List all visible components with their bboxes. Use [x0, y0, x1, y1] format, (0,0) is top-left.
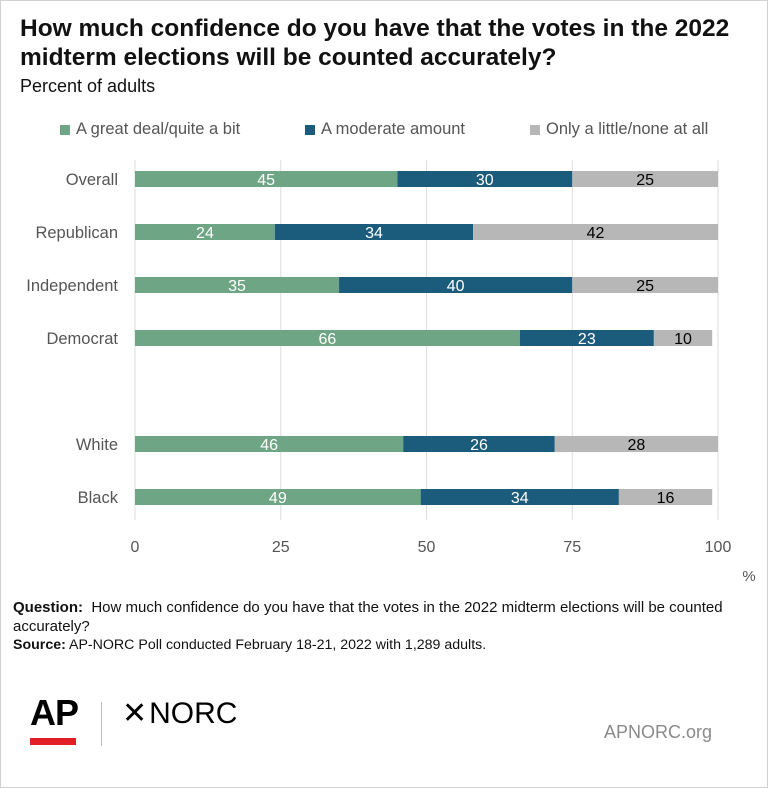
legend-swatch-little-none	[530, 124, 540, 135]
category-label: Democrat	[46, 330, 118, 348]
data-label: 35	[228, 278, 246, 295]
data-label: 66	[318, 331, 336, 348]
data-label: 49	[269, 490, 287, 507]
bar-segment	[420, 489, 619, 505]
data-label: 34	[365, 225, 383, 242]
data-label: 16	[657, 490, 675, 507]
legend-swatch-moderate	[305, 124, 315, 135]
bar-segment	[339, 277, 573, 293]
data-label: 26	[470, 437, 488, 454]
bar-segment	[135, 330, 520, 346]
bar-segment	[274, 224, 474, 240]
x-tick-label: 50	[418, 539, 436, 556]
site-url: APNORC.org	[604, 722, 713, 742]
notes: Question: How much confidence do you hav…	[13, 598, 758, 655]
chart-title: How much confidence do you have that the…	[20, 15, 730, 71]
bar-segment	[519, 330, 654, 346]
legend-label-moderate: A moderate amount	[321, 120, 466, 138]
data-label: 34	[511, 490, 529, 507]
legend-item-little-none: Only a little/none at all	[530, 120, 708, 139]
data-label: 25	[636, 278, 654, 295]
data-label: 28	[627, 437, 645, 454]
category-label: White	[76, 436, 118, 454]
bar-segment	[653, 330, 713, 346]
bar-segment	[572, 171, 718, 187]
category-label: Overall	[66, 171, 118, 189]
bar-segment	[618, 489, 713, 505]
legend-item-great-deal: A great deal/quite a bit	[60, 120, 240, 139]
chart-plot: 0 25 50 75 100% Overall 45 30 25 Republican 24 34 42…	[26, 160, 756, 585]
bar-segment	[135, 171, 398, 187]
legend-swatch-great-deal	[60, 124, 70, 135]
question-label: Question:	[13, 599, 83, 616]
x-unit-label: %	[742, 568, 755, 585]
x-tick-label: 0	[131, 539, 140, 556]
bar-segment	[554, 436, 718, 452]
source-label: Source:	[13, 637, 66, 653]
norc-logo: ✕ NORC	[122, 697, 237, 731]
logo-divider	[101, 702, 102, 746]
ap-logo: AP	[30, 692, 79, 733]
data-label: 40	[447, 278, 465, 295]
legend-label-little-none: Only a little/none at all	[546, 120, 709, 138]
bar-segment	[135, 489, 421, 505]
norc-logo-text: NORC	[149, 697, 238, 730]
bar-segment	[397, 171, 573, 187]
x-tick-label: 100	[705, 539, 732, 556]
data-label: 45	[257, 172, 275, 189]
x-tick-label: 25	[272, 539, 290, 556]
data-label: 25	[636, 172, 654, 189]
category-label: Black	[78, 489, 119, 507]
category-label: Independent	[26, 277, 118, 295]
bar-segment	[403, 436, 555, 452]
bar-segment	[135, 277, 340, 293]
data-label: 42	[587, 225, 605, 242]
data-label: 30	[476, 172, 494, 189]
norc-star-icon: ✕	[122, 697, 148, 730]
chart-subtitle: Percent of adults	[20, 76, 156, 96]
bar-segment	[473, 224, 718, 240]
legend-label-great-deal: A great deal/quite a bit	[76, 120, 241, 138]
legend: A great deal/quite a bit A moderate amou…	[0, 120, 768, 144]
question-text: How much confidence do you have that the…	[13, 599, 723, 635]
x-tick-label: 75	[563, 539, 581, 556]
bar-segment	[572, 277, 718, 293]
bar-segment	[135, 436, 404, 452]
data-label: 46	[260, 437, 278, 454]
ap-logo-underline	[30, 738, 76, 745]
data-label: 10	[674, 331, 692, 348]
source-text: AP-NORC Poll conducted February 18-21, 2…	[69, 637, 487, 653]
category-label: Republican	[35, 224, 118, 242]
question-note: Question: How much confidence do you hav…	[13, 598, 758, 636]
data-label: 23	[578, 331, 596, 348]
legend-item-moderate: A moderate amount	[305, 120, 465, 139]
source-note: Source: AP-NORC Poll conducted February …	[13, 636, 758, 655]
data-label: 24	[196, 225, 214, 242]
bar-segment	[135, 224, 275, 240]
